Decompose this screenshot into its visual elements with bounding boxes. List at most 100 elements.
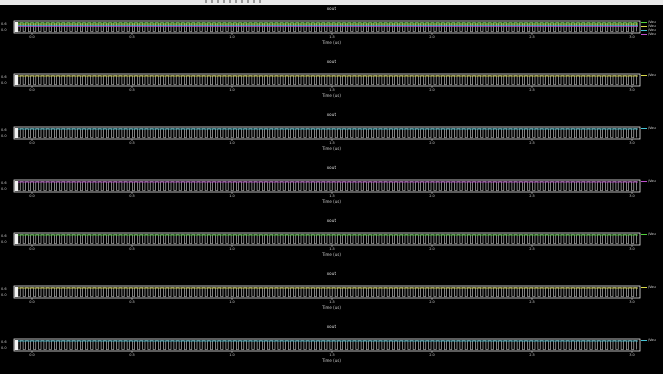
plot-area	[13, 20, 641, 35]
waveform-panel: xout 0.6 0.0 0.0 0.5 1.0 1.5 2.0 2.5 3.0 Time (us)…	[0, 218, 663, 271]
x-tick-label: 1.5	[329, 35, 335, 39]
plot-area	[13, 73, 641, 88]
series-line	[14, 22, 637, 32]
x-tick-label: 0.5	[129, 300, 135, 304]
legend-swatch	[641, 33, 647, 35]
x-tick-label: 2.0	[429, 88, 435, 92]
plot-frame	[13, 73, 641, 87]
x-tick-label: 1.5	[329, 88, 335, 92]
x-tick-label: 2.5	[529, 247, 535, 251]
series-line	[14, 234, 637, 244]
x-tick-label: 3.0	[629, 300, 635, 304]
x-tick-label: 1.5	[329, 247, 335, 251]
legend: /Vou	[641, 179, 663, 183]
waveform-panel: xout 0.6 0.0 0.0 0.5 1.0 1.5 2.0 2.5 3.0 Time (us)…	[0, 59, 663, 112]
y-tick-label: 0.0	[1, 28, 7, 32]
x-tick-label: 0.0	[29, 35, 35, 39]
y-tick-label: 0.6	[1, 22, 7, 26]
x-axis-label: Time (us)	[322, 93, 341, 98]
x-tick-label: 3.0	[629, 88, 635, 92]
x-tick-label: 2.0	[429, 353, 435, 357]
plot-area	[13, 232, 641, 247]
x-tick-label: 0.5	[129, 35, 135, 39]
x-tick-label: 1.0	[229, 141, 235, 145]
x-tick-label: 0.0	[29, 300, 35, 304]
y-tick-label: 0.6	[1, 234, 7, 238]
legend-swatch	[641, 180, 647, 182]
x-tick-label: 2.5	[529, 353, 535, 357]
x-tick-label: 1.0	[229, 88, 235, 92]
y-tick-label: 0.0	[1, 134, 7, 138]
series-line	[14, 181, 637, 191]
y-axis-marker	[15, 181, 18, 191]
series-line	[14, 75, 637, 85]
y-axis-marker	[15, 128, 18, 138]
legend: /Vou	[641, 73, 663, 77]
x-tick-label: 2.0	[429, 247, 435, 251]
x-tick-label: 2.0	[429, 141, 435, 145]
x-tick-label: 2.5	[529, 300, 535, 304]
legend-item: /Vou	[641, 338, 663, 342]
legend-item: /Vou	[641, 73, 663, 77]
x-tick-label: 0.5	[129, 194, 135, 198]
y-tick-label: 0.6	[1, 340, 7, 344]
x-tick-label: 3.0	[629, 353, 635, 357]
panel-title: xout	[326, 112, 337, 117]
panel-title: xout	[326, 324, 337, 329]
x-tick-label: 0.0	[29, 247, 35, 251]
x-tick-label: 2.5	[529, 35, 535, 39]
plot-frame	[13, 338, 641, 352]
legend-swatch	[641, 25, 647, 27]
x-tick-label: 0.5	[129, 353, 135, 357]
legend-swatch	[641, 286, 647, 288]
plot-frame	[13, 179, 641, 193]
y-tick-label: 0.6	[1, 287, 7, 291]
y-axis-marker	[15, 234, 18, 244]
plot-frame	[13, 20, 641, 34]
legend-swatch	[641, 21, 647, 23]
x-tick-label: 1.0	[229, 300, 235, 304]
waveform-panel: xout 0.6 0.0 0.0 0.5 1.0 1.5 2.0 2.5 3.0 Time (us)…	[0, 6, 663, 59]
legend-label: /Vou	[648, 179, 656, 183]
x-tick-label: 3.0	[629, 194, 635, 198]
y-tick-label: 0.0	[1, 293, 7, 297]
series-line	[14, 287, 637, 297]
legend-swatch	[641, 127, 647, 129]
legend-swatch	[641, 74, 647, 76]
waveform-panel: xout 0.6 0.0 0.0 0.5 1.0 1.5 2.0 2.5 3.0 Time (us)…	[0, 271, 663, 324]
panel-title: xout	[326, 165, 337, 170]
legend-item: /Vou	[641, 232, 663, 236]
legend-label: /Vou	[648, 73, 656, 77]
x-tick-label: 1.0	[229, 353, 235, 357]
x-tick-label: 2.0	[429, 35, 435, 39]
x-axis-label: Time (us)	[322, 358, 341, 363]
panel-title: xout	[326, 271, 337, 276]
plot-area	[13, 179, 641, 194]
waveform-panel: xout 0.6 0.0 0.0 0.5 1.0 1.5 2.0 2.5 3.0 Time (us)…	[0, 324, 663, 374]
x-tick-label: 2.5	[529, 141, 535, 145]
x-tick-label: 1.5	[329, 353, 335, 357]
legend: /Vou	[641, 285, 663, 289]
x-tick-label: 3.0	[629, 141, 635, 145]
plot-frame	[13, 285, 641, 299]
legend-item: /Vou	[641, 24, 663, 28]
legend-item: /Vou	[641, 285, 663, 289]
legend: /Vou	[641, 232, 663, 236]
plot-frame	[13, 126, 641, 140]
y-tick-label: 0.0	[1, 81, 7, 85]
x-axis-label: Time (us)	[322, 252, 341, 257]
legend-item: /Vou	[641, 126, 663, 130]
y-tick-label: 0.0	[1, 187, 7, 191]
legend-label: /Vou	[648, 32, 656, 36]
legend-label: /Vou	[648, 232, 656, 236]
x-tick-label: 0.0	[29, 353, 35, 357]
plot-area	[13, 126, 641, 141]
panel-title: xout	[326, 218, 337, 223]
x-tick-label: 2.0	[429, 194, 435, 198]
waveform-panel: xout 0.6 0.0 0.0 0.5 1.0 1.5 2.0 2.5 3.0 Time (us)…	[0, 112, 663, 165]
legend-item: /Vou	[641, 28, 663, 32]
legend-swatch	[641, 29, 647, 31]
legend: /Vou	[641, 126, 663, 130]
waveform-panel: xout 0.6 0.0 0.0 0.5 1.0 1.5 2.0 2.5 3.0 Time (us)…	[0, 165, 663, 218]
